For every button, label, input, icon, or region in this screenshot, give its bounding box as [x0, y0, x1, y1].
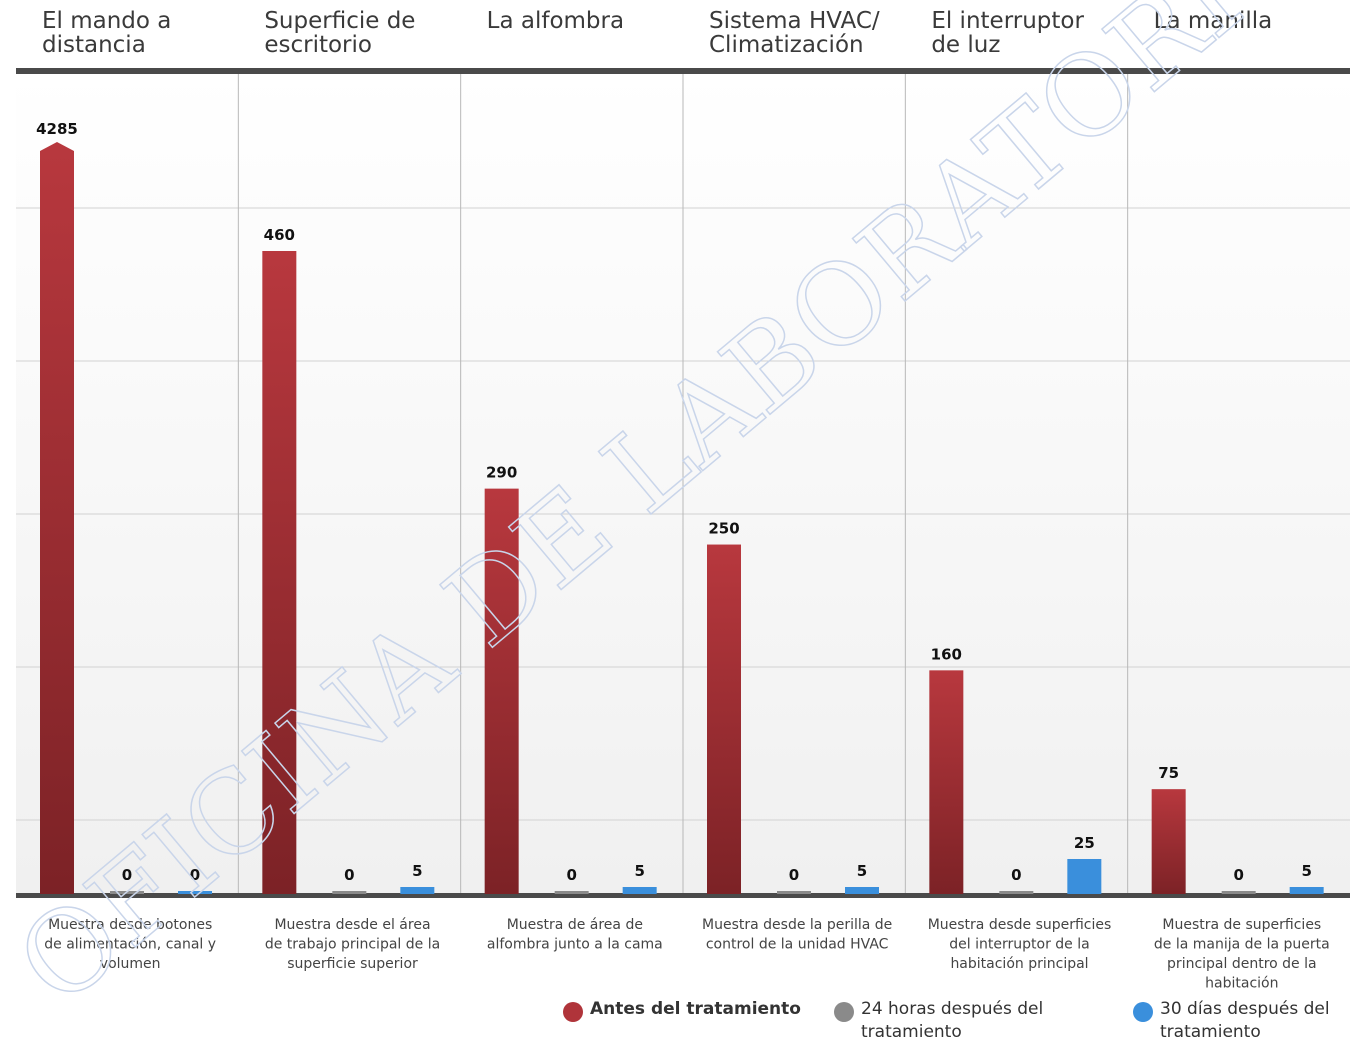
data-label: 0	[190, 866, 200, 884]
data-label: 0	[344, 866, 354, 884]
data-label: 0	[122, 866, 132, 884]
data-label: 5	[1301, 862, 1311, 880]
data-label: 4285	[36, 120, 78, 138]
bar-3-1	[178, 891, 212, 894]
category-title: El interruptor	[931, 8, 1084, 34]
legend-marker	[563, 1002, 583, 1022]
bar-3-4	[845, 887, 879, 894]
data-label: 0	[1233, 866, 1243, 884]
category-description: del interruptor de la	[949, 937, 1089, 953]
bar-2-5	[999, 891, 1034, 894]
legend-marker	[834, 1002, 854, 1022]
legend-label: 30 días después del	[1160, 999, 1330, 1019]
category-description: de la manija de la puerta	[1154, 937, 1330, 953]
legend-label: tratamiento	[1160, 1022, 1261, 1040]
bar-2-6	[1221, 891, 1256, 894]
bar-3-3	[622, 887, 657, 894]
data-label: 250	[708, 520, 739, 538]
category-description: Muestra desde superficies	[928, 917, 1112, 933]
bar-2-4	[777, 891, 811, 894]
bar-3-5	[1067, 859, 1102, 894]
category-description: superficie superior	[287, 956, 418, 972]
bar-1-1	[40, 142, 74, 894]
legend-marker	[1133, 1002, 1153, 1022]
data-label: 5	[634, 862, 644, 880]
category-title: Climatización	[709, 32, 864, 58]
category-description: de alimentación, canal y	[44, 937, 216, 953]
data-label: 460	[264, 226, 295, 244]
legend-label: 24 horas después del	[861, 999, 1043, 1019]
category-description: alfombra junto a la cama	[487, 937, 663, 953]
bar-1-5	[929, 670, 964, 894]
bar-1-2	[262, 251, 297, 894]
category-description: de trabajo principal de la	[265, 937, 440, 953]
category-title: Sistema HVAC/	[709, 8, 880, 34]
category-description: volumen	[100, 956, 161, 972]
category-title: La manilla	[1154, 8, 1273, 34]
data-label: 0	[1011, 866, 1021, 884]
category-title: de luz	[931, 32, 1000, 58]
bar-2-2	[332, 891, 367, 894]
bar-2-1	[110, 891, 144, 894]
bar-2-3	[554, 891, 589, 894]
bar-1-4	[707, 544, 741, 894]
bar-1-6	[1151, 789, 1186, 894]
category-title: Superficie de	[264, 8, 415, 34]
category-title: La alfombra	[487, 8, 624, 34]
category-description: principal dentro de la	[1167, 956, 1317, 972]
category-description: habitación	[1205, 976, 1278, 992]
data-label: 5	[857, 862, 867, 880]
category-description: Muestra desde el área	[274, 917, 430, 933]
category-description: habitación principal	[950, 956, 1088, 972]
data-label: 0	[789, 866, 799, 884]
data-label: 0	[566, 866, 576, 884]
category-description: Muestra desde botones	[48, 917, 212, 933]
category-title: distancia	[42, 32, 146, 58]
bar-3-6	[1289, 887, 1324, 894]
bar-1-3	[484, 488, 519, 894]
top-axis-rule	[16, 68, 1350, 74]
data-label: 290	[486, 464, 517, 482]
x-axis-line	[16, 893, 1350, 898]
category-description: Muestra de área de	[507, 917, 643, 933]
category-title: escritorio	[264, 32, 372, 58]
category-description: Muestra desde la perilla de	[702, 917, 892, 933]
legend-label: tratamiento	[861, 1022, 962, 1040]
data-label: 5	[412, 862, 422, 880]
legend-label: Antes del tratamiento	[590, 999, 801, 1019]
category-description: control de la unidad HVAC	[706, 937, 889, 953]
category-title: El mando a	[42, 8, 171, 34]
bar-3-2	[400, 887, 435, 894]
category-description: Muestra de superficies	[1162, 917, 1321, 933]
data-label: 75	[1158, 764, 1179, 782]
data-label: 160	[931, 645, 962, 663]
data-label: 25	[1074, 834, 1095, 852]
